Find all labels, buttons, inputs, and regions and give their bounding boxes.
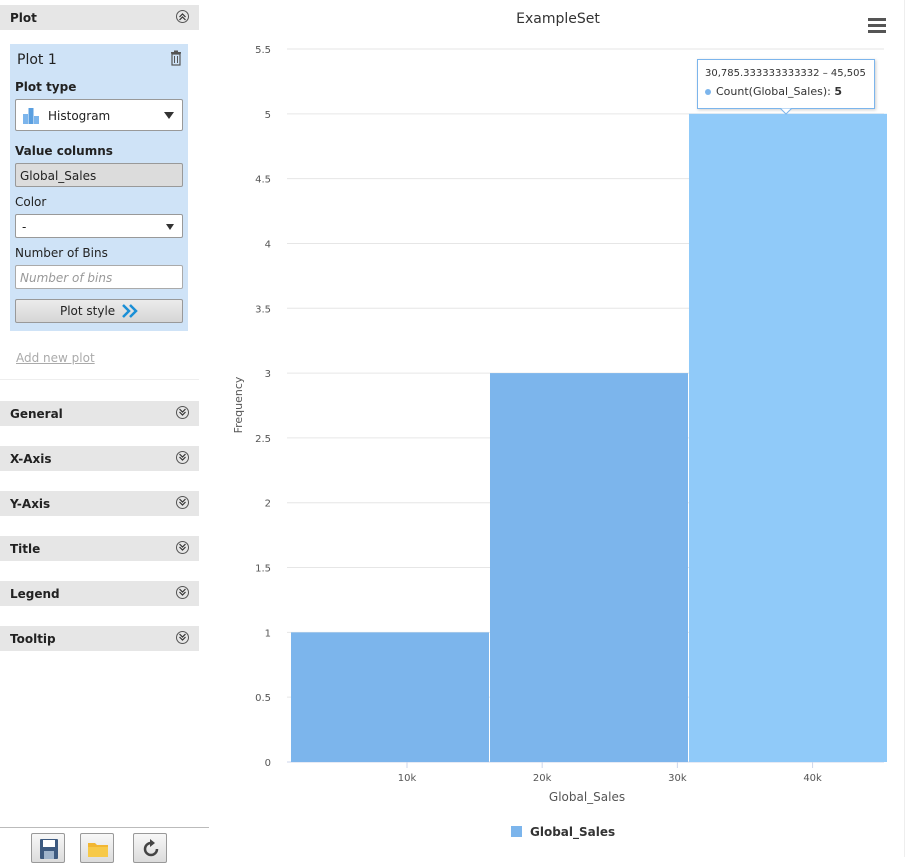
trash-icon[interactable] [170, 50, 182, 66]
tooltip-value: 5 [834, 85, 842, 98]
histogram-bar[interactable] [489, 373, 688, 762]
expand-icon[interactable] [176, 541, 189, 554]
y-tick-label: 5 [265, 110, 271, 121]
y-tick-label: 3 [265, 369, 271, 380]
section-label: Tooltip [10, 632, 56, 646]
collapse-icon[interactable] [176, 10, 189, 23]
add-new-plot-link[interactable]: Add new plot [16, 351, 95, 365]
y-tick-label: 0 [265, 758, 271, 769]
y-tick-label: 1 [265, 628, 271, 639]
tooltip-series-name: Count(Global_Sales): [716, 85, 831, 98]
section-general-header[interactable]: General [0, 401, 199, 426]
bins-label: Number of Bins [15, 246, 108, 260]
chevron-down-icon [164, 112, 174, 119]
x-tick-label: 10k [398, 773, 417, 784]
refresh-button[interactable] [133, 833, 167, 863]
value-column-item[interactable]: Global_Sales [15, 163, 183, 187]
legend-label: Global_Sales [530, 825, 616, 839]
chevron-down-icon [166, 224, 174, 230]
scrollbar-gutter [904, 0, 919, 857]
bins-placeholder: Number of bins [20, 271, 113, 285]
toolbar-divider [0, 827, 209, 828]
plot-type-label: Plot type [15, 80, 77, 94]
plot-style-label: Plot style [59, 304, 116, 318]
x-tick-label: 20k [533, 773, 552, 784]
plot-type-select[interactable]: Histogram [15, 99, 183, 131]
histogram-icon [23, 108, 39, 124]
value-columns-label: Value columns [15, 144, 113, 158]
y-tick-label: 4 [265, 239, 271, 250]
y-tick-label: 5.5 [255, 45, 271, 56]
plot-type-value: Histogram [48, 109, 111, 123]
histogram-bar[interactable] [688, 113, 887, 763]
double-chevron-right-icon [122, 304, 138, 318]
save-button[interactable] [31, 833, 65, 863]
section-label: Y-Axis [10, 497, 51, 511]
y-tick-label: 0.5 [255, 693, 271, 704]
save-icon [40, 839, 58, 859]
section-legend-header[interactable]: Legend [0, 581, 199, 606]
y-tick-label: 2.5 [255, 434, 271, 445]
section-label: X-Axis [10, 452, 52, 466]
plot-style-button[interactable]: Plot style [15, 299, 183, 323]
color-value: - [22, 220, 27, 234]
section-tooltip-header[interactable]: Tooltip [0, 626, 199, 651]
chart-menu-icon[interactable] [868, 17, 886, 33]
series-dot-icon [705, 89, 711, 95]
plot-card: Plot 1 Plot type Histogram Value columns… [10, 44, 188, 331]
section-xaxis-header[interactable]: X-Axis [0, 446, 199, 471]
plot-card-title: Plot 1 [17, 52, 57, 68]
histogram-bar[interactable] [291, 632, 489, 762]
tooltip-range: 30,785.333333333332 – 45,505 [705, 68, 866, 79]
tooltip-pointer [780, 108, 792, 115]
divider [0, 379, 199, 380]
color-select[interactable]: - [15, 214, 183, 238]
chart-tooltip: 30,785.333333333332 – 45,505 Count(Globa… [697, 59, 875, 115]
expand-icon[interactable] [176, 631, 189, 644]
plot-config-panel: Plot Plot 1 Plot type Histogram Value co… [0, 0, 209, 863]
refresh-icon [143, 839, 159, 857]
section-yaxis-header[interactable]: Y-Axis [0, 491, 199, 516]
y-tick-label: 4.5 [255, 175, 271, 186]
expand-icon[interactable] [176, 406, 189, 419]
expand-icon[interactable] [176, 451, 189, 464]
tooltip-series: Count(Global_Sales): 5 [705, 85, 842, 98]
y-tick-label: 2 [265, 499, 271, 510]
x-axis-label: Global_Sales [549, 790, 625, 804]
chart-legend[interactable]: Global_Sales [511, 825, 615, 839]
y-tick-label: 3.5 [255, 304, 271, 315]
section-label: Title [10, 542, 41, 556]
section-label: Legend [10, 587, 60, 601]
bins-input[interactable]: Number of bins [15, 265, 183, 289]
color-label: Color [15, 195, 47, 209]
legend-swatch [511, 826, 522, 837]
expand-icon[interactable] [176, 496, 189, 509]
x-tick-label: 40k [803, 773, 822, 784]
section-title-header[interactable]: Title [0, 536, 199, 561]
open-button[interactable] [80, 833, 114, 863]
y-tick-label: 1.5 [255, 564, 271, 575]
y-axis-label: Frequency [232, 376, 245, 433]
open-folder-icon [88, 843, 108, 857]
section-label: General [10, 407, 63, 421]
chart-title: ExampleSet [516, 11, 600, 27]
x-tick-label: 30k [668, 773, 687, 784]
section-plot-header[interactable]: Plot [0, 5, 199, 30]
section-plot-label: Plot [10, 11, 37, 25]
value-column-text: Global_Sales [20, 169, 97, 183]
expand-icon[interactable] [176, 586, 189, 599]
